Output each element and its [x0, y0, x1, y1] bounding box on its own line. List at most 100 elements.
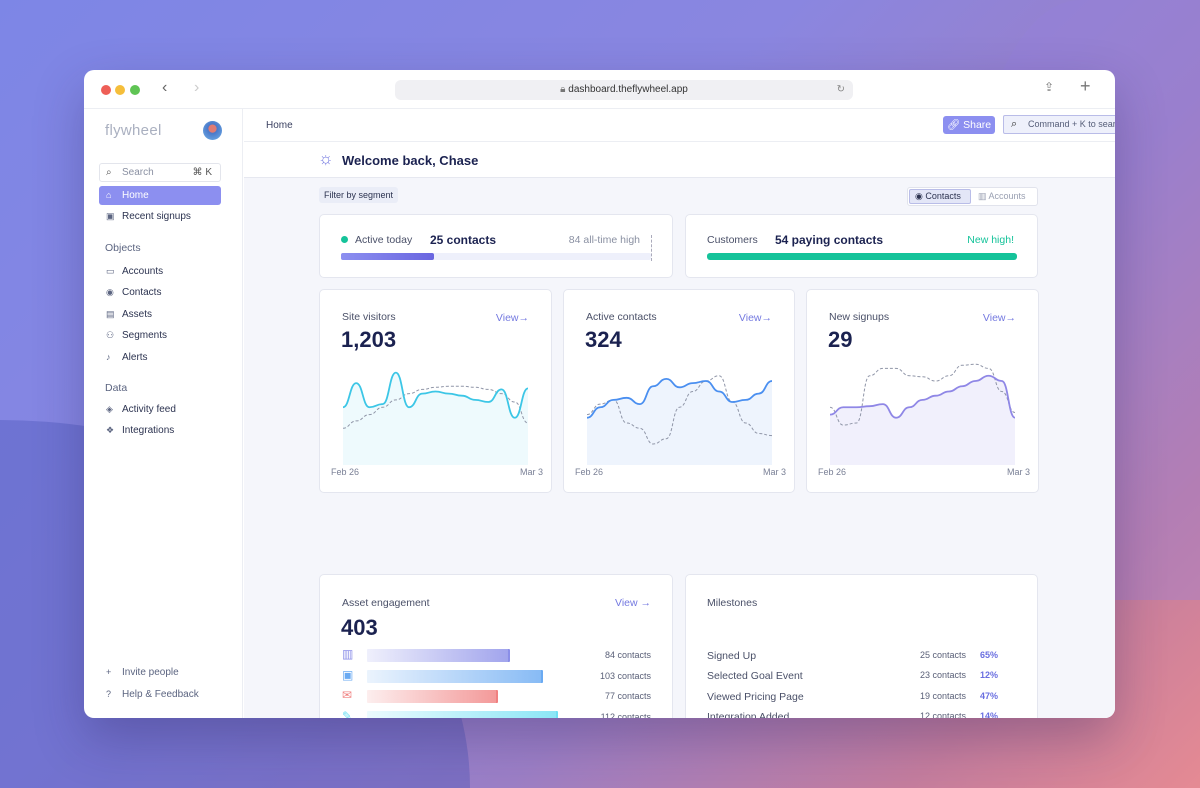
- card-title: Milestones: [707, 597, 758, 609]
- sidebar-item-contacts[interactable]: ◉ Contacts: [99, 283, 221, 302]
- toggle-contacts[interactable]: ◉ Contacts: [909, 189, 971, 204]
- card-title: Active contacts: [586, 311, 657, 323]
- section-objects: Objects: [105, 242, 141, 254]
- end-date: Mar 3: [1006, 467, 1030, 477]
- milestone-label: Signed Up: [707, 650, 757, 662]
- nav-label: Home: [122, 190, 149, 201]
- engagement-count: 112 contacts: [600, 711, 651, 719]
- end-date: Mar 3: [519, 467, 543, 477]
- card-value: 1,203: [341, 327, 397, 352]
- building-icon: ▥: [978, 191, 989, 201]
- minimize-window-button[interactable]: [115, 85, 125, 95]
- reload-icon[interactable]: ↻: [836, 84, 845, 95]
- sidebar-item-accounts[interactable]: ▭ Accounts: [99, 262, 221, 281]
- avatar[interactable]: [203, 121, 222, 140]
- active-today-card: Active today 25 contacts 84 all-time hig…: [319, 214, 673, 278]
- sidebar-item-recent-signups[interactable]: ▣ Recent signups: [99, 207, 221, 226]
- address-bar[interactable]: 🔒︎ dashboard.theflywheel.app ↻: [395, 80, 853, 100]
- customers-card: Customers 54 paying contacts New high!: [685, 214, 1038, 278]
- filter-by-segment-button[interactable]: Filter by segment: [319, 187, 399, 203]
- sidebar-item-alerts[interactable]: ♪ Alerts: [99, 348, 221, 367]
- sidebar-item-assets[interactable]: ▤ Assets: [99, 305, 221, 324]
- new-tab-icon[interactable]: +: [1080, 76, 1091, 96]
- diamond-icon: ◈: [106, 404, 113, 414]
- customers-value: 54 paying contacts: [775, 233, 884, 247]
- card-icon: ▭: [106, 266, 115, 276]
- start-date: Feb 26: [818, 467, 847, 477]
- sidebar-item-integrations[interactable]: ❖ Integrations: [99, 421, 221, 440]
- engagement-bar: [367, 649, 511, 662]
- progress-fill: [707, 253, 1017, 260]
- sparkline-chart: [587, 375, 772, 465]
- sidebar-item-home[interactable]: ⌂ Home: [99, 186, 221, 205]
- nav-label: Invite people: [122, 667, 179, 678]
- back-icon[interactable]: ‹: [162, 79, 168, 96]
- maximize-window-button[interactable]: [130, 85, 140, 95]
- milestone-count: 23 contacts: [919, 670, 966, 681]
- user-circle-icon: ◉: [915, 191, 926, 201]
- view-link[interactable]: View→: [983, 312, 1016, 324]
- view-label: View: [495, 312, 519, 324]
- engagement-bar: [367, 690, 499, 703]
- breadcrumb[interactable]: Home: [266, 120, 293, 131]
- sun-icon: ☼: [318, 149, 334, 168]
- toggle-label: Contacts: [925, 191, 961, 201]
- contacts-accounts-toggle: ◉ Contacts ▥ Accounts: [907, 187, 1038, 206]
- users-icon: ⚇: [106, 330, 115, 340]
- invite-people-button[interactable]: + Invite people: [99, 663, 221, 682]
- calendar-icon: ▣: [106, 211, 115, 221]
- card-title: New signups: [829, 311, 890, 323]
- id-card-icon: ▣: [342, 667, 354, 682]
- sparkline-area: [587, 378, 772, 465]
- share-button[interactable]: 🔗︎ Share: [943, 116, 995, 134]
- metric-card: Active contacts View→ 324 Feb 26 Mar 3: [563, 289, 795, 493]
- sidebar-item-segments[interactable]: ⚇ Segments: [99, 326, 221, 345]
- milestone-label: Viewed Pricing Page: [707, 690, 804, 703]
- toggle-label: Accounts: [988, 191, 1026, 201]
- section-data: Data: [105, 382, 128, 394]
- new-high-badge: New high!: [967, 234, 1014, 246]
- mail-icon: ✉: [342, 688, 353, 702]
- user-circle-icon: ◉: [106, 287, 114, 297]
- help-feedback-button[interactable]: ? Help & Feedback: [99, 685, 221, 704]
- main-header: Home 🔗︎ Share ⌕ Command + K to search acc…: [244, 109, 1115, 142]
- view-link[interactable]: View→: [496, 312, 529, 324]
- sparkline-chart: [830, 363, 1015, 465]
- start-date: Feb 26: [331, 467, 360, 477]
- nav-label: Alerts: [122, 352, 148, 363]
- sidebar-item-activity-feed[interactable]: ◈ Activity feed: [99, 400, 221, 419]
- close-window-button[interactable]: [101, 85, 111, 95]
- sparkline-area: [343, 372, 528, 465]
- engagement-count: 103 contacts: [599, 670, 651, 681]
- metric-card: Site visitors View→ 1,203 Feb 26 Mar 3: [319, 289, 552, 493]
- share-page-icon[interactable]: ⇪: [1044, 80, 1055, 94]
- card-value: 324: [585, 327, 622, 352]
- milestone-percent: 47%: [979, 690, 998, 701]
- lock-icon: 🔒︎: [560, 84, 569, 95]
- sparkline-previous: [587, 375, 772, 445]
- global-search-input[interactable]: ⌕ Command + K to search accounts, contact…: [1003, 115, 1115, 134]
- view-label: View: [738, 312, 762, 324]
- milestone-row: Viewed Pricing Page 19 contacts 47%: [707, 691, 1018, 703]
- metric-card: New signups View→ 29 Feb 26 Mar 3: [806, 289, 1039, 493]
- sparkline-current: [587, 377, 772, 419]
- sidebar-search-input[interactable]: ⌕ Search ⌘ K: [99, 163, 221, 182]
- nav-label: Contacts: [122, 287, 162, 298]
- browser-window: ‹ › 🔒︎ dashboard.theflywheel.app ↻ ⇪ + fl…: [84, 70, 1115, 718]
- forward-icon[interactable]: ›: [194, 79, 200, 96]
- search-icon: ⌕: [1011, 118, 1018, 130]
- customers-progress: [707, 253, 1017, 260]
- engagement-count: 84 contacts: [604, 650, 651, 660]
- milestones-card: Milestones Signed Up 25 contacts 65% Select…: [685, 574, 1038, 718]
- view-link[interactable]: View→: [739, 312, 772, 324]
- active-today-label: Active today: [355, 234, 413, 246]
- arrow-right-icon: →: [761, 312, 773, 324]
- sparkline-area: [830, 375, 1015, 465]
- all-time-high-marker: [651, 235, 652, 261]
- toggle-accounts[interactable]: ▥ Accounts: [978, 190, 1026, 203]
- engagement-bar: [367, 669, 543, 683]
- view-link[interactable]: View →: [615, 597, 651, 609]
- asset-engagement-card: Asset engagement View → 403 ▥ 84 contact…: [319, 574, 673, 718]
- sparkline-current: [830, 374, 1015, 419]
- dashboard-content: Filter by segment ◉ Contacts ▥ Accounts …: [244, 178, 1115, 718]
